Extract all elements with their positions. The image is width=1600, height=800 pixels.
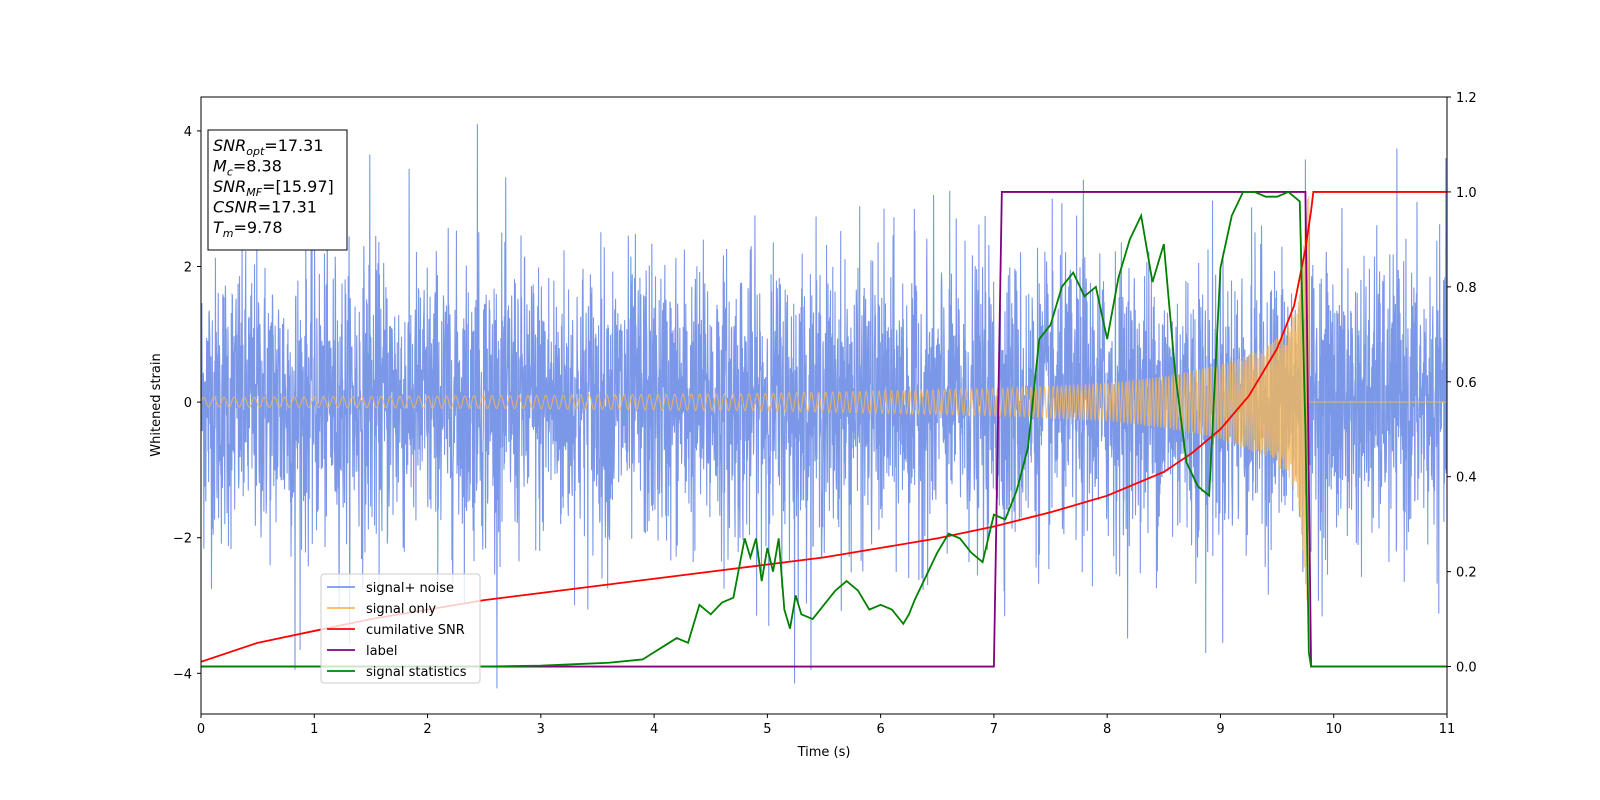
y2-tick-label: 0.2 [1456, 566, 1477, 581]
x-tick-label: 1 [310, 722, 318, 737]
x-tick-label: 7 [990, 722, 998, 737]
info-box-line: Tm=9.78 [213, 218, 283, 240]
y2-tick-label: 0.8 [1456, 281, 1477, 296]
y-tick-label: 4 [184, 125, 192, 140]
x-axis-label: Time (s) [797, 745, 851, 760]
y2-tick-label: 0.6 [1456, 376, 1477, 391]
y2-tick-label: 0.4 [1456, 471, 1477, 486]
series-signal-only-line [201, 196, 1447, 609]
series-signal-noise-line [201, 124, 1447, 689]
info-box-line: SNRMF=[15.97] [213, 177, 334, 199]
legend-entry-label: cumilative SNR [366, 623, 465, 638]
y2-tick-label: 0.0 [1456, 661, 1477, 676]
y2-tick-label: 1.0 [1456, 186, 1477, 201]
x-tick-label: 0 [197, 722, 205, 737]
y-tick-label: −2 [173, 532, 192, 547]
y-tick-label: −4 [173, 667, 192, 682]
series-signal-statistics-line [201, 190, 1447, 668]
legend-entry-label: signal statistics [366, 665, 467, 680]
x-tick-label: 6 [876, 722, 884, 737]
x-tick-label: 9 [1216, 722, 1224, 737]
info-box-line: SNRopt=17.31 [213, 136, 324, 158]
legend-entry-label: signal+ noise [366, 581, 454, 596]
x-tick-label: 3 [537, 722, 545, 737]
info-box-line: CSNR=17.31 [213, 198, 317, 217]
y-axis-label: Whitened strain [149, 353, 164, 456]
x-tick-label: 11 [1439, 722, 1456, 737]
legend-entry-label: label [366, 644, 397, 659]
x-tick-label: 8 [1103, 722, 1111, 737]
y2-tick-label: 1.2 [1456, 91, 1477, 106]
y-tick-label: 2 [184, 261, 192, 276]
y-axis-left: −4 −2 0 2 4 [173, 125, 201, 682]
y-axis-right: 0.0 0.2 0.4 0.6 0.8 1.0 1.2 [1447, 91, 1477, 676]
legend: signal+ noise signal only cumilative SNR la… [320, 573, 481, 684]
x-axis: 0 1 2 3 4 5 6 7 8 9 10 11 [197, 714, 1455, 737]
x-tick-label: 5 [763, 722, 771, 737]
y-tick-label: 0 [184, 396, 192, 411]
x-tick-label: 10 [1325, 722, 1342, 737]
x-tick-label: 4 [650, 722, 658, 737]
x-tick-label: 2 [423, 722, 431, 737]
legend-frame [320, 573, 481, 684]
plot-frame [200, 96, 1448, 715]
info-box-line: Mc=8.38 [213, 157, 282, 179]
info-box: SNRopt=17.31Mc=8.38SNRMF=[15.97]CSNR=17.… [207, 129, 348, 251]
legend-entry-label: signal only [366, 602, 436, 617]
info-box-frame [207, 129, 348, 251]
